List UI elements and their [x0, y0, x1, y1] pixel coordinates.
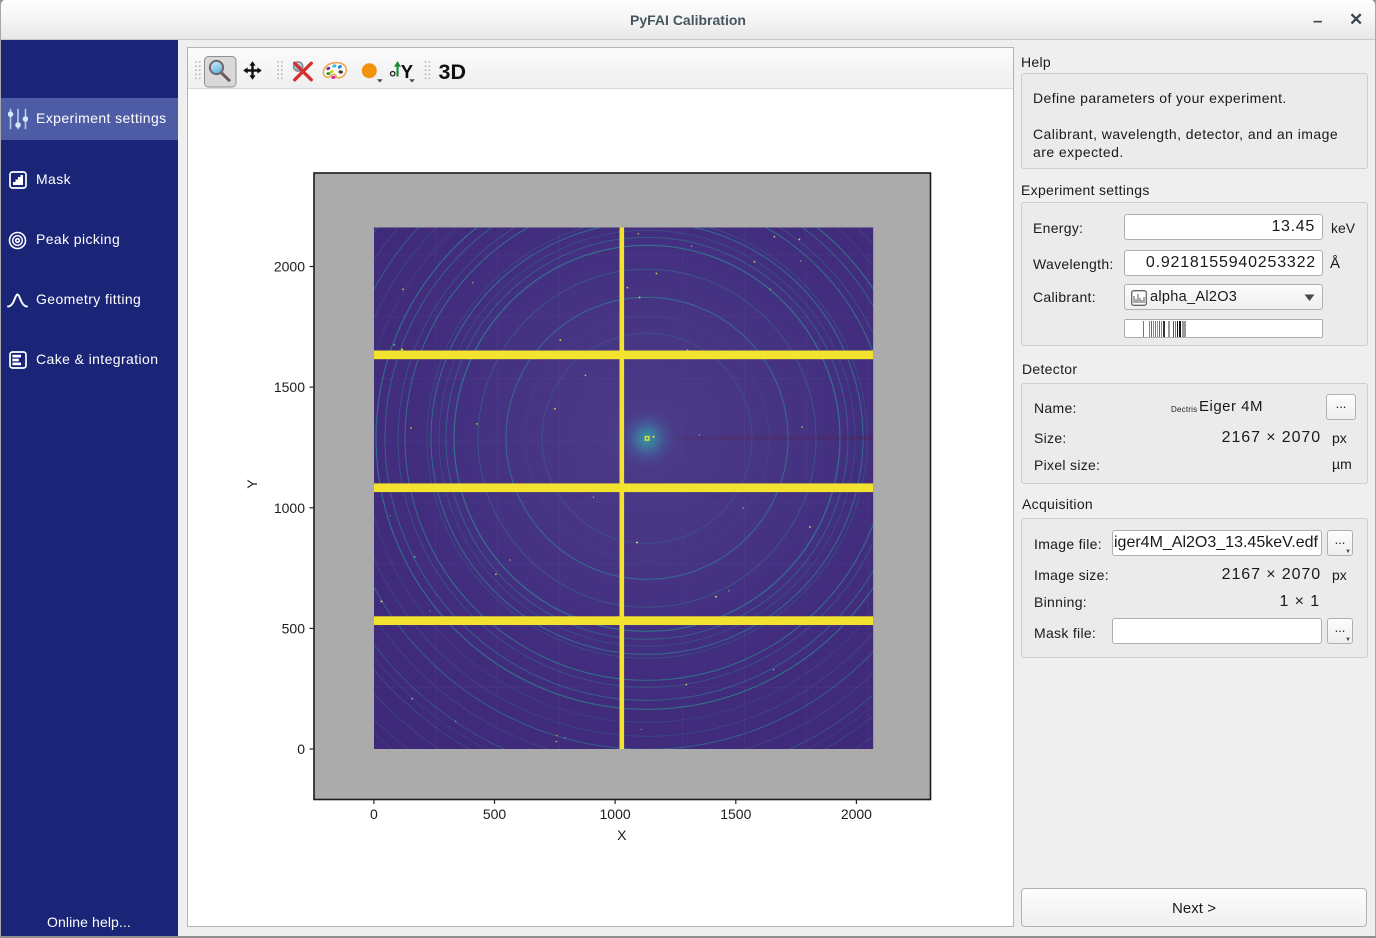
svg-text:X: X [617, 827, 627, 843]
svg-text:Y: Y [244, 479, 260, 489]
svg-text:0: 0 [297, 741, 305, 757]
svg-text:2000: 2000 [841, 806, 872, 822]
svg-text:1000: 1000 [600, 806, 631, 822]
svg-text:1000: 1000 [274, 500, 305, 516]
svg-text:Y: Y [401, 61, 414, 82]
svg-text:500: 500 [483, 806, 507, 822]
svg-text:0: 0 [370, 806, 378, 822]
svg-text:1500: 1500 [720, 806, 751, 822]
svg-text:500: 500 [282, 620, 306, 636]
svg-text:2000: 2000 [274, 259, 305, 275]
svg-text:1500: 1500 [274, 379, 305, 395]
svg-text:3D: 3D [439, 60, 466, 84]
